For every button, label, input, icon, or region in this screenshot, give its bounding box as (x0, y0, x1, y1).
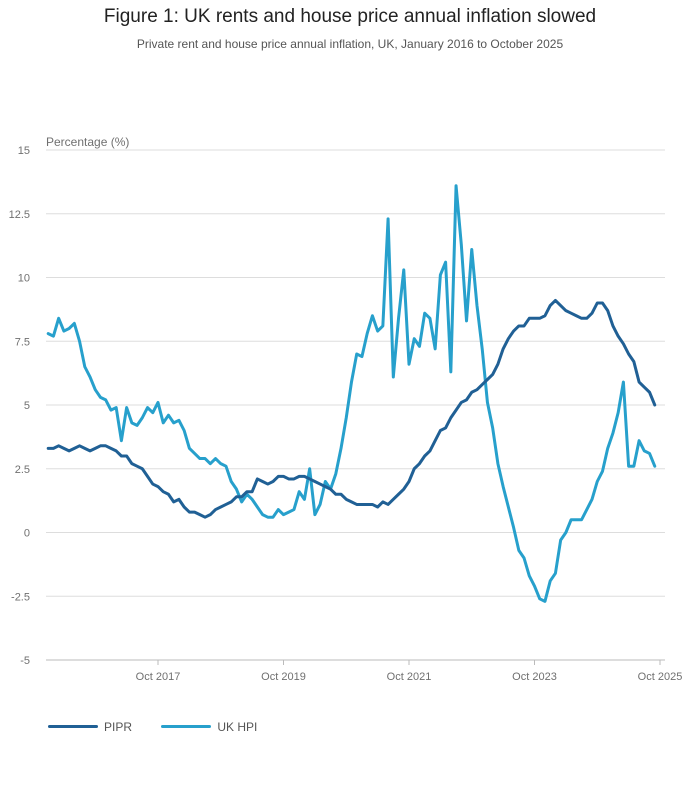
x-tick-label: Oct 2025 (638, 671, 683, 683)
y-tick-label: -2.5 (11, 591, 30, 603)
y-tick-label: 15 (18, 145, 30, 157)
y-tick-label: 0 (24, 528, 30, 540)
series-line-pipr (46, 298, 657, 519)
x-tick-label: Oct 2017 (136, 671, 181, 683)
legend-item-pipr: PIPR (48, 720, 132, 734)
x-tick-label: Oct 2021 (387, 671, 432, 683)
legend-label-uk-hpi: UK HPI (217, 719, 258, 734)
legend-item-uk-hpi: UK HPI (161, 720, 257, 734)
chart-legend: PIPR UK HPI (48, 717, 283, 734)
y-tick-label: 12.5 (9, 209, 30, 221)
legend-label-pipr: PIPR (104, 719, 133, 734)
y-tick-label: 10 (18, 273, 30, 285)
y-axis-title: Percentage (%) (46, 135, 129, 149)
y-tick-label: 5 (24, 400, 30, 412)
x-tick-label: Oct 2023 (512, 671, 557, 683)
legend-swatch-uk-hpi (161, 725, 212, 728)
y-tick-label: 2.5 (15, 464, 30, 476)
chart-title: Figure 1: UK rents and house price annua… (103, 6, 597, 27)
y-tick-label: -5 (20, 655, 30, 667)
x-tick-label: Oct 2019 (261, 671, 306, 683)
series-line-uk-hpi (46, 184, 657, 603)
y-tick-label: 7.5 (15, 336, 30, 348)
chart-subtitle: Private rent and house price annual infl… (136, 37, 564, 51)
legend-swatch-pipr (48, 725, 98, 728)
